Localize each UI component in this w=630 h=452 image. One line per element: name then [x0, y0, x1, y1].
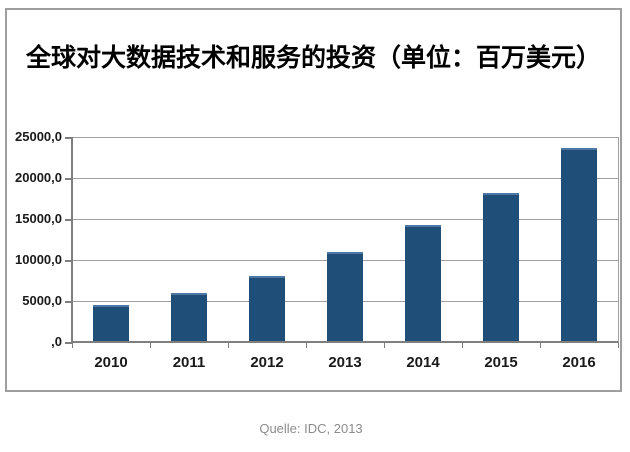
y-axis-tick	[65, 300, 72, 303]
y-axis-line	[71, 137, 73, 342]
y-axis-tick	[65, 218, 72, 221]
gridline	[72, 218, 618, 220]
y-axis-tick	[65, 177, 72, 180]
x-axis-tick	[383, 342, 385, 348]
bar	[561, 147, 597, 342]
x-axis-tick-label: 2014	[406, 354, 440, 371]
bar	[327, 251, 363, 342]
y-axis-tick-label: 5000,0	[22, 293, 62, 308]
x-axis-tick-label: 2013	[328, 354, 362, 371]
x-axis-tick-label: 2015	[484, 354, 518, 371]
x-axis-tick	[617, 342, 619, 348]
bar	[93, 305, 129, 342]
x-axis-tick	[71, 342, 73, 348]
x-axis-tick	[227, 342, 229, 348]
plot-right-border	[618, 137, 619, 342]
y-axis-tick	[65, 136, 72, 139]
y-axis-tick	[65, 259, 72, 262]
bar	[405, 224, 441, 342]
bar	[171, 292, 207, 342]
bar	[249, 275, 285, 342]
x-axis-tick	[461, 342, 463, 348]
x-axis-tick-label: 2016	[562, 354, 596, 371]
x-axis-tick	[305, 342, 307, 348]
x-axis-tick	[539, 342, 541, 348]
y-axis-tick-label: ,0	[51, 334, 62, 349]
y-axis-tick-label: 20000,0	[15, 170, 62, 185]
x-axis-tick-label: 2012	[250, 354, 284, 371]
gridline	[72, 136, 618, 138]
bar	[483, 192, 519, 342]
y-axis-tick-label: 15000,0	[15, 211, 62, 226]
y-axis-tick-label: 25000,0	[15, 129, 62, 144]
chart-title: 全球对大数据技术和服务的投资（单位：百万美元）	[25, 44, 601, 72]
x-axis-line	[71, 341, 618, 343]
x-axis-tick-label: 2011	[172, 354, 206, 371]
y-axis-tick-label: 10000,0	[15, 252, 62, 267]
x-axis-tick-label: 2010	[94, 354, 128, 371]
source-caption: Quelle: IDC, 2013	[259, 421, 363, 436]
gridline	[72, 177, 618, 179]
y-axis-tick	[65, 341, 72, 344]
x-axis-tick	[149, 342, 151, 348]
